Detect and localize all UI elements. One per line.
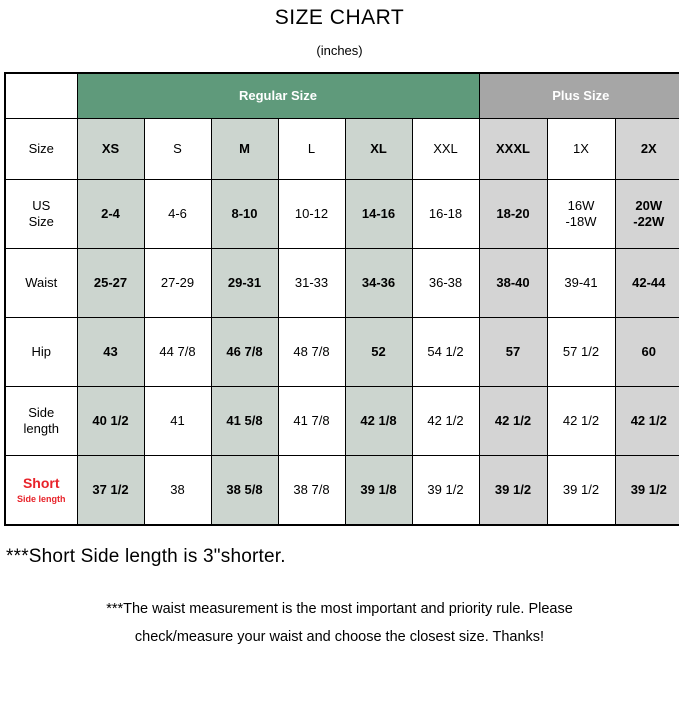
note-short-side-length: ***Short Side length is 3"shorter. xyxy=(6,546,286,567)
row-label-short-side-length-line1: Short xyxy=(22,474,60,491)
cell-short-side-length-1x: 39 1/2 xyxy=(546,455,616,526)
cell-side-length-xxl: 42 1/2 xyxy=(411,386,480,456)
corner-blank-cell xyxy=(4,72,78,119)
cell-hip-2x: 60 xyxy=(614,317,679,387)
row-label-short-side-length: Short Side length xyxy=(4,455,78,526)
cell-hip-xs: 43 xyxy=(76,317,145,387)
cell-short-side-length-m: 38 5/8 xyxy=(210,455,279,526)
cell-us-size-2x-line1: 20W xyxy=(635,197,663,213)
cell-hip-m: 46 7/8 xyxy=(210,317,279,387)
size-chart-container: Regular Size Plus Size Size XS S M L XL … xyxy=(0,72,679,526)
cell-us-size-xxxl: 18-20 xyxy=(478,179,548,249)
cell-waist-l: 31-33 xyxy=(277,248,346,318)
cell-size-xxxl: XXXL xyxy=(478,118,548,180)
page-title: SIZE CHART xyxy=(274,6,405,29)
cell-size-l: L xyxy=(277,118,346,180)
cell-us-size-xl: 14-16 xyxy=(344,179,413,249)
cell-waist-xxxl: 38-40 xyxy=(478,248,548,318)
cell-us-size-1x-line2: -18W xyxy=(565,214,597,229)
group-header-plus-size: Plus Size xyxy=(478,72,679,119)
table-row-waist: Waist 25-27 27-29 29-31 31-33 34-36 36-3… xyxy=(4,248,679,318)
table-row-short-side-length: Short Side length 37 1/2 38 38 5/8 38 7/… xyxy=(4,455,679,526)
row-label-us-size-line1: US xyxy=(32,197,51,213)
row-label-size: Size xyxy=(4,118,78,180)
cell-waist-1x: 39-41 xyxy=(546,248,616,318)
cell-hip-xxl: 54 1/2 xyxy=(411,317,480,387)
cell-size-xl: XL xyxy=(344,118,413,180)
table-row-hip: Hip 43 44 7/8 46 7/8 48 7/8 52 54 1/2 57… xyxy=(4,317,679,387)
cell-us-size-xs: 2-4 xyxy=(76,179,145,249)
cell-side-length-2x: 42 1/2 xyxy=(614,386,679,456)
row-label-short-side-length-line2: Side length xyxy=(16,494,66,505)
row-label-side-length: Side length xyxy=(4,386,78,456)
table-row-us-size: US Size 2-4 4-6 8-10 10-12 14-16 16-18 1… xyxy=(4,179,679,249)
cell-waist-s: 27-29 xyxy=(143,248,212,318)
cell-size-xxl: XXL xyxy=(411,118,480,180)
cell-us-size-2x-line2: -22W xyxy=(633,214,665,229)
cell-short-side-length-l: 38 7/8 xyxy=(277,455,346,526)
row-label-waist: Waist xyxy=(4,248,78,318)
cell-size-1x: 1X xyxy=(546,118,616,180)
cell-short-side-length-2x: 39 1/2 xyxy=(614,455,679,526)
cell-waist-xxl: 36-38 xyxy=(411,248,480,318)
cell-short-side-length-s: 38 xyxy=(143,455,212,526)
cell-size-2x: 2X xyxy=(614,118,679,180)
cell-size-m: M xyxy=(210,118,279,180)
cell-us-size-s: 4-6 xyxy=(143,179,212,249)
cell-hip-xl: 52 xyxy=(344,317,413,387)
cell-waist-xl: 34-36 xyxy=(344,248,413,318)
cell-side-length-xl: 42 1/8 xyxy=(344,386,413,456)
cell-size-xs: XS xyxy=(76,118,145,180)
cell-us-size-l: 10-12 xyxy=(277,179,346,249)
cell-us-size-2x: 20W -22W xyxy=(614,179,679,249)
cell-us-size-1x: 16W -18W xyxy=(546,179,616,249)
cell-side-length-s: 41 xyxy=(143,386,212,456)
cell-hip-l: 48 7/8 xyxy=(277,317,346,387)
row-label-us-size-line2: Size xyxy=(28,214,54,229)
cell-hip-1x: 57 1/2 xyxy=(546,317,616,387)
cell-hip-s: 44 7/8 xyxy=(143,317,212,387)
cell-side-length-xs: 40 1/2 xyxy=(76,386,145,456)
cell-short-side-length-xxl: 39 1/2 xyxy=(411,455,480,526)
row-label-hip: Hip xyxy=(4,317,78,387)
size-chart-table: Regular Size Plus Size Size XS S M L XL … xyxy=(4,72,679,526)
table-row-size: Size XS S M L XL XXL XXXL 1X 2X xyxy=(4,118,679,180)
table-row-side-length: Side length 40 1/2 41 41 5/8 41 7/8 42 1… xyxy=(4,386,679,456)
cell-waist-xs: 25-27 xyxy=(76,248,145,318)
cell-short-side-length-xl: 39 1/8 xyxy=(344,455,413,526)
page-subtitle: (inches) xyxy=(316,43,363,58)
row-label-us-size: US Size xyxy=(4,179,78,249)
cell-side-length-xxxl: 42 1/2 xyxy=(478,386,548,456)
group-header-regular-size: Regular Size xyxy=(76,72,480,119)
cell-us-size-xxl: 16-18 xyxy=(411,179,480,249)
cell-size-s: S xyxy=(143,118,212,180)
cell-short-side-length-xs: 37 1/2 xyxy=(76,455,145,526)
row-label-side-length-line1: Side xyxy=(28,404,55,420)
cell-side-length-l: 41 7/8 xyxy=(277,386,346,456)
cell-side-length-m: 41 5/8 xyxy=(210,386,279,456)
cell-short-side-length-xxxl: 39 1/2 xyxy=(478,455,548,526)
row-label-side-length-line2: length xyxy=(23,421,59,436)
cell-waist-2x: 42-44 xyxy=(614,248,679,318)
note-waist-measurement-line1: ***The waist measurement is the most imp… xyxy=(106,601,573,617)
cell-waist-m: 29-31 xyxy=(210,248,279,318)
cell-hip-xxxl: 57 xyxy=(478,317,548,387)
cell-us-size-m: 8-10 xyxy=(210,179,279,249)
cell-side-length-1x: 42 1/2 xyxy=(546,386,616,456)
cell-us-size-1x-line1: 16W xyxy=(567,197,595,213)
table-group-header-row: Regular Size Plus Size xyxy=(4,72,679,119)
note-waist-measurement: ***The waist measurement is the most imp… xyxy=(0,568,679,651)
note-waist-measurement-line2: check/measure your waist and choose the … xyxy=(134,628,545,645)
